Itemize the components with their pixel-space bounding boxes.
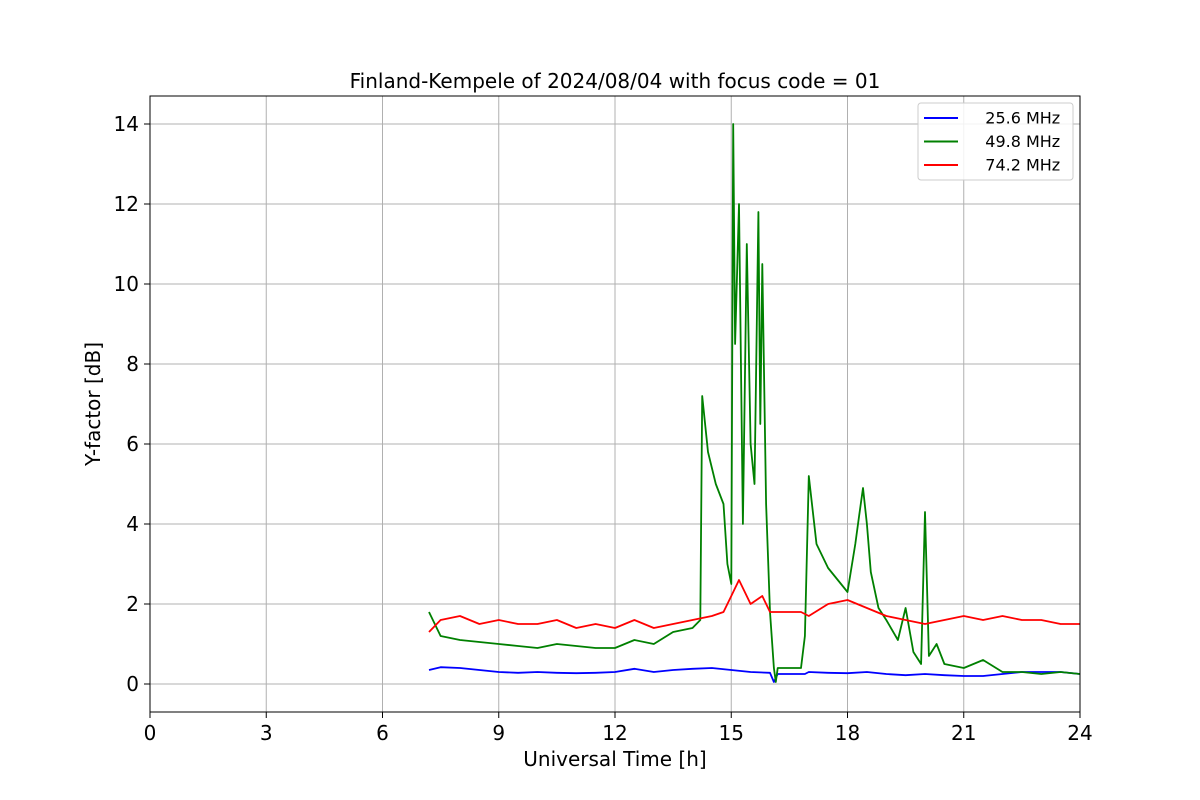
- y-axis-label: Y-factor [dB]: [81, 342, 105, 467]
- grid-lines: [149, 96, 1081, 712]
- x-tick-label: 12: [602, 721, 627, 745]
- series-line-1: [428, 666, 1081, 683]
- series-line-2: [428, 123, 1081, 683]
- y-tick-label: 0: [126, 672, 139, 696]
- x-tick-label: 18: [835, 721, 860, 745]
- y-tick-label: 4: [126, 512, 139, 536]
- y-tick-label: 12: [114, 192, 139, 216]
- legend-entry: 49.8 MHz: [970, 132, 1060, 151]
- x-axis-ticks: 0 3 6 9 12 15 18 21 24: [144, 712, 1093, 745]
- x-tick-label: 21: [951, 721, 976, 745]
- y-tick-label: 2: [126, 592, 139, 616]
- x-tick-label: 24: [1067, 721, 1092, 745]
- x-tick-label: 9: [492, 721, 505, 745]
- x-tick-label: 3: [260, 721, 273, 745]
- legend: 25.6 MHz 49.8 MHz 74.2 MHz: [917, 102, 1074, 181]
- x-tick-label: 15: [719, 721, 744, 745]
- y-tick-label: 6: [126, 432, 139, 456]
- series-layer: [428, 123, 1081, 683]
- chart-title: Finland-Kempele of 2024/08/04 with focus…: [350, 69, 881, 93]
- x-tick-label: 0: [144, 721, 157, 745]
- y-axis-ticks: 0 2 4 6 8 10 12 14: [114, 112, 150, 696]
- legend-box: [917, 102, 1074, 181]
- legend-entry: 74.2 MHz: [970, 156, 1060, 175]
- x-axis-label: Universal Time [h]: [523, 747, 706, 771]
- legend-entry: 25.6 MHz: [970, 109, 1060, 128]
- y-tick-label: 10: [114, 272, 139, 296]
- x-tick-label: 6: [376, 721, 389, 745]
- series-line-3: [428, 579, 1080, 633]
- y-tick-label: 14: [114, 112, 139, 136]
- y-tick-label: 8: [126, 352, 139, 376]
